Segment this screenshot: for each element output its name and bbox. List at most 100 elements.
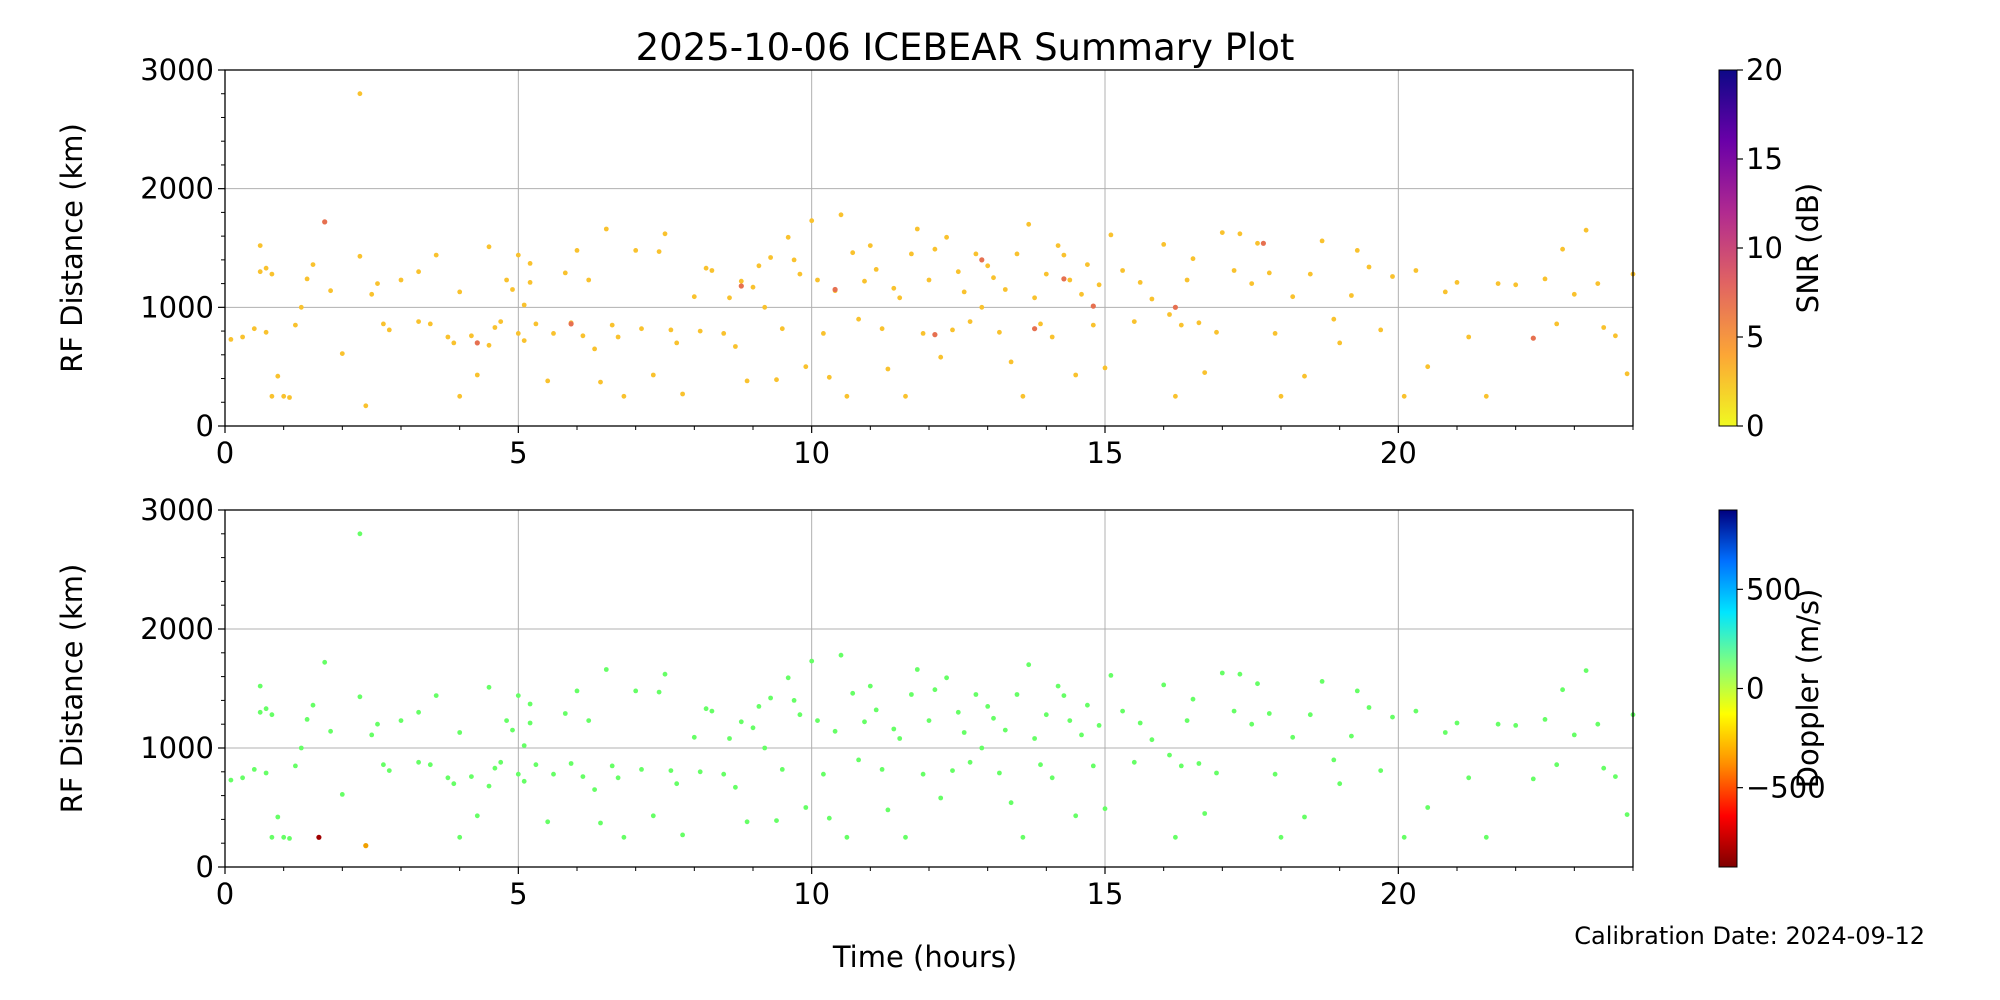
doppler-data-point: [1583, 668, 1589, 673]
doppler-data-point: [574, 688, 580, 694]
x-tick-label: 20: [1380, 436, 1417, 470]
snr-data-point: [287, 395, 292, 400]
snr-data-point: [815, 277, 820, 283]
doppler-data-point: [832, 728, 838, 734]
doppler-data-point: [275, 814, 281, 820]
snr-data-point: [891, 285, 897, 291]
doppler-data-point: [1554, 762, 1560, 768]
doppler-data-point: [997, 770, 1002, 776]
doppler-data-point: [1202, 811, 1208, 816]
snr-data-point: [838, 212, 844, 218]
doppler-data-point: [1102, 806, 1108, 812]
doppler-data-point: [228, 777, 234, 783]
snr-data-point: [1149, 296, 1155, 302]
snr-data-point: [1231, 268, 1237, 273]
doppler-data-point: [1378, 768, 1384, 773]
snr-data-point: [298, 304, 304, 310]
doppler-data-point: [1624, 812, 1630, 817]
snr-data-point: [821, 331, 826, 336]
snr-data-point: [1219, 230, 1225, 236]
doppler-data-point: [586, 718, 592, 723]
snr-data-point: [551, 331, 556, 336]
y-tick-label: 0: [196, 409, 214, 443]
snr-data-point: [533, 321, 539, 327]
doppler-data-point: [920, 771, 926, 777]
snr-data-point: [697, 328, 703, 334]
snr-data-point: [328, 288, 333, 294]
snr-data-point: [281, 393, 287, 399]
doppler-data-point: [1337, 781, 1343, 787]
snr-data-point: [979, 257, 985, 263]
doppler-data-point: [251, 767, 257, 772]
snr-data-point: [498, 319, 504, 324]
y-tick-label: 1000: [140, 731, 214, 765]
doppler-data-point: [703, 706, 709, 712]
colorbar-tick-label: 0: [1746, 672, 1764, 706]
snr-data-point: [1002, 287, 1008, 292]
doppler-panel: 0 5 10 15 20 0 1000 2000 3000 RF Distance (km) −50…: [55, 493, 1826, 911]
doppler-data-point: [474, 813, 480, 819]
snr-data-point: [862, 278, 867, 284]
snr-data-point: [1466, 334, 1472, 340]
doppler-data-point: [756, 704, 762, 709]
doppler-data-point: [293, 763, 298, 769]
snr-data-point: [1108, 232, 1114, 238]
doppler-data-point: [1237, 671, 1243, 677]
snr-data-point: [1595, 281, 1601, 286]
doppler-data-point: [774, 818, 779, 823]
doppler-data-point: [580, 774, 586, 779]
doppler-data-point: [1008, 800, 1014, 806]
snr-data-point: [1255, 240, 1260, 246]
snr-data-point: [240, 334, 246, 340]
doppler-colorbar: [1718, 509, 1738, 868]
doppler-data-point: [357, 531, 363, 537]
snr-data-point: [803, 364, 809, 370]
x-tick-label: 10: [793, 436, 830, 470]
snr-data-point: [416, 269, 421, 275]
doppler-data-point: [416, 759, 421, 765]
snr-data-point: [903, 393, 908, 399]
figure-title: 2025-10-06 ICEBEAR Summary Plot: [636, 26, 1295, 69]
doppler-data-point: [903, 834, 908, 840]
snr-data-point: [521, 302, 527, 308]
colorbar-tick-label: 10: [1746, 231, 1783, 265]
snr-data-point: [633, 248, 639, 253]
snr-data-point: [363, 403, 369, 409]
snr-data-point: [269, 271, 275, 277]
snr-data-point: [457, 393, 463, 399]
snr-panel: 0 5 10 15 20 0 1000 2000 3000 RF Distance (km) 0 5 1…: [55, 53, 1825, 470]
snr-data-point: [1319, 238, 1325, 244]
doppler-data-point: [592, 787, 597, 792]
snr-data-point: [873, 267, 879, 272]
snr-data-point: [926, 277, 932, 283]
doppler-data-point: [1613, 774, 1618, 779]
doppler-data-point: [1483, 834, 1489, 840]
snr-data-point: [1354, 248, 1360, 253]
snr-data-point: [932, 246, 938, 252]
doppler-data-point: [815, 718, 820, 723]
doppler-data-point: [269, 712, 275, 718]
snr-data-point: [574, 248, 580, 253]
snr-data-point: [1120, 268, 1125, 273]
doppler-data-point: [662, 671, 668, 677]
doppler-data-point: [457, 730, 463, 735]
doppler-data-point: [1425, 805, 1431, 810]
doppler-data-point: [955, 709, 961, 715]
doppler-data-point: [809, 658, 815, 664]
snr-data-point: [1096, 282, 1102, 288]
doppler-data-point: [1390, 714, 1395, 720]
snr-data-point: [1513, 282, 1519, 288]
snr-data-point: [398, 277, 404, 283]
snr-data-point: [1161, 242, 1167, 247]
x-axis-label: Time (hours): [832, 940, 1017, 974]
snr-data-point: [1613, 333, 1618, 339]
snr-data-point: [469, 333, 474, 339]
doppler-data-point: [1061, 693, 1067, 698]
snr-data-point: [263, 329, 269, 335]
colorbar-tick-label: 15: [1746, 142, 1783, 176]
snr-data-point: [1290, 294, 1296, 300]
doppler-data-point: [1149, 737, 1155, 743]
doppler-data-point: [650, 813, 656, 819]
snr-data-point: [1302, 373, 1307, 379]
